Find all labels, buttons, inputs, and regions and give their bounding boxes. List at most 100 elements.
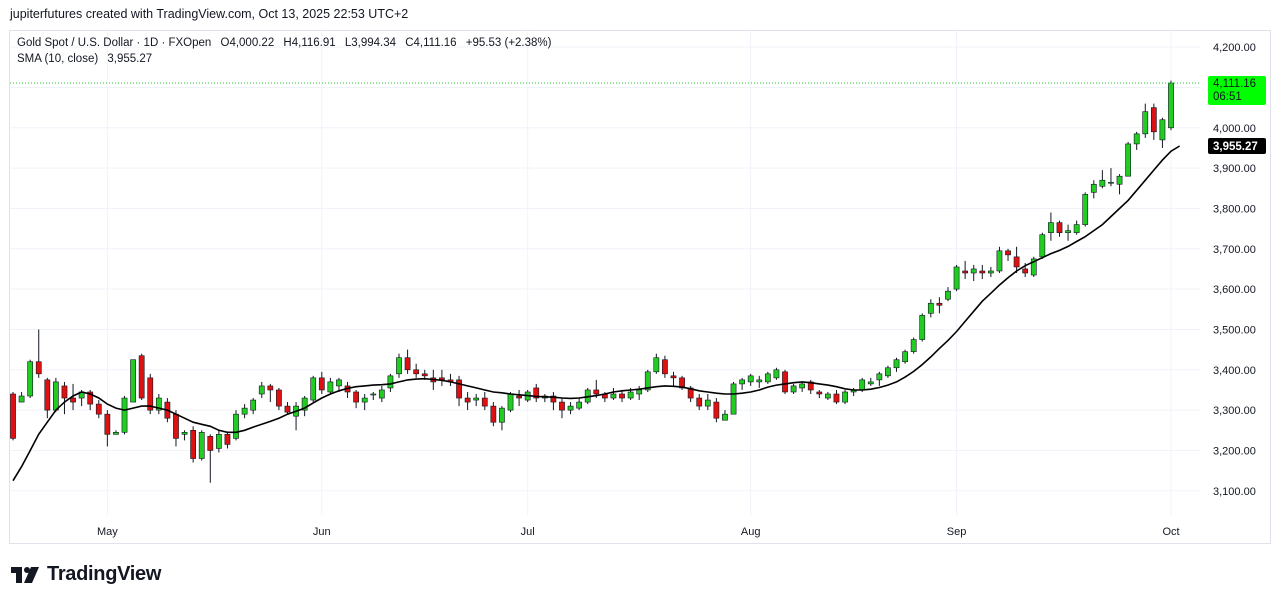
candle-body-down — [138, 355, 145, 399]
time-axis[interactable]: May Jun Jul Aug Sep Oct — [97, 526, 1180, 538]
candle — [790, 383, 797, 394]
tradingview-logo: TradingView — [11, 563, 161, 586]
candle — [1133, 131, 1140, 150]
candle-body-up — [250, 399, 257, 411]
candle — [953, 264, 960, 292]
candle — [704, 394, 711, 411]
tradingview-logo-icon — [11, 566, 39, 583]
candle-body-down — [1005, 250, 1011, 256]
candle-body-down — [1056, 222, 1063, 233]
candle — [35, 329, 42, 378]
candle — [1142, 103, 1149, 138]
candle — [936, 297, 943, 314]
candle — [404, 349, 411, 374]
candle-body-up — [258, 385, 265, 395]
candle-body-down — [1022, 268, 1029, 274]
price-axis[interactable]: 3,100.00 3,200.00 3,300.00 3,400.00 3,500.00… — [1213, 42, 1256, 498]
candle — [619, 389, 625, 403]
candle-body-down — [413, 369, 420, 375]
candle-body-up — [130, 359, 136, 403]
candle-body-up — [1168, 82, 1174, 129]
candle — [747, 373, 754, 386]
candle — [1030, 256, 1037, 278]
candle-body-down — [713, 401, 720, 419]
candle — [987, 266, 994, 278]
candle — [996, 246, 1003, 273]
candle — [1168, 80, 1174, 131]
candle — [327, 377, 334, 394]
candle — [979, 264, 986, 280]
candle-body-up — [756, 379, 763, 383]
candle-body-up — [1048, 222, 1054, 233]
candle-body-up — [155, 397, 162, 411]
symbol-title[interactable]: Gold Spot / U.S. Dollar · 1D · FXOpen — [17, 37, 212, 49]
candle-body-up — [567, 405, 574, 411]
candle — [662, 355, 668, 378]
candle-body-up — [215, 434, 222, 449]
candle — [378, 385, 385, 403]
candle — [396, 353, 402, 378]
candle — [473, 394, 480, 407]
sma-tag-value: 3,955.27 — [1213, 141, 1258, 153]
candle — [902, 349, 908, 364]
candle — [910, 337, 917, 354]
candle — [241, 404, 248, 419]
candle-body-up — [636, 389, 643, 395]
candle — [104, 410, 111, 447]
candle-body-up — [885, 367, 891, 377]
candle-body-up — [842, 391, 848, 403]
candle-body-down — [207, 436, 214, 451]
time-tick-label: May — [97, 526, 118, 538]
candle — [962, 260, 969, 280]
candle-body-down — [490, 405, 497, 423]
candle-body-up — [361, 397, 368, 403]
candle — [353, 389, 359, 409]
candle-body-up — [970, 268, 977, 274]
candle-body-down — [550, 395, 557, 403]
candle-body-up — [893, 359, 900, 369]
time-tick-label: Jun — [313, 526, 331, 538]
candle — [447, 373, 454, 386]
candle-body-up — [396, 357, 402, 375]
candle — [1005, 248, 1011, 261]
candle-body-down — [70, 397, 76, 403]
candle-body-down — [173, 413, 179, 439]
candle-body-down — [1013, 256, 1020, 268]
candle-body-up — [867, 381, 874, 385]
candle-body-down — [284, 405, 291, 413]
candle — [559, 398, 565, 419]
ohlc-row: Gold Spot / U.S. Dollar · 1D · FXOpen O4… — [17, 35, 551, 51]
candle — [53, 377, 59, 413]
candle — [1048, 212, 1054, 241]
candle — [121, 396, 128, 435]
candle — [370, 391, 377, 401]
candle — [919, 313, 926, 342]
candle-body-down — [481, 397, 488, 407]
candle — [95, 400, 102, 419]
candle-body-down — [404, 357, 411, 371]
sma-label[interactable]: SMA (10, close) — [17, 53, 99, 65]
candle-body-down — [61, 385, 68, 399]
candle — [113, 430, 119, 435]
candle — [653, 353, 660, 374]
ohlc-low: L3,994.34 — [344, 37, 397, 49]
price-tick-label: 3,900.00 — [1213, 163, 1256, 175]
candle-body-up — [764, 373, 771, 383]
candle-body-down — [559, 401, 565, 411]
candle — [576, 398, 583, 411]
candle — [499, 406, 505, 431]
candle — [61, 381, 68, 415]
price-tick-label: 3,400.00 — [1213, 365, 1256, 377]
candle-body-up — [198, 432, 205, 459]
time-tick-label: Sep — [947, 526, 967, 538]
candle — [893, 357, 900, 372]
price-tick-label: 3,300.00 — [1213, 405, 1256, 417]
candle — [1099, 170, 1106, 189]
tradingview-wordmark: TradingView — [47, 563, 162, 585]
candle-body-up — [722, 413, 728, 421]
candle-body-up — [1133, 133, 1140, 145]
candle — [27, 359, 34, 399]
candle — [207, 434, 214, 483]
price-tick-label: 3,800.00 — [1213, 203, 1256, 215]
